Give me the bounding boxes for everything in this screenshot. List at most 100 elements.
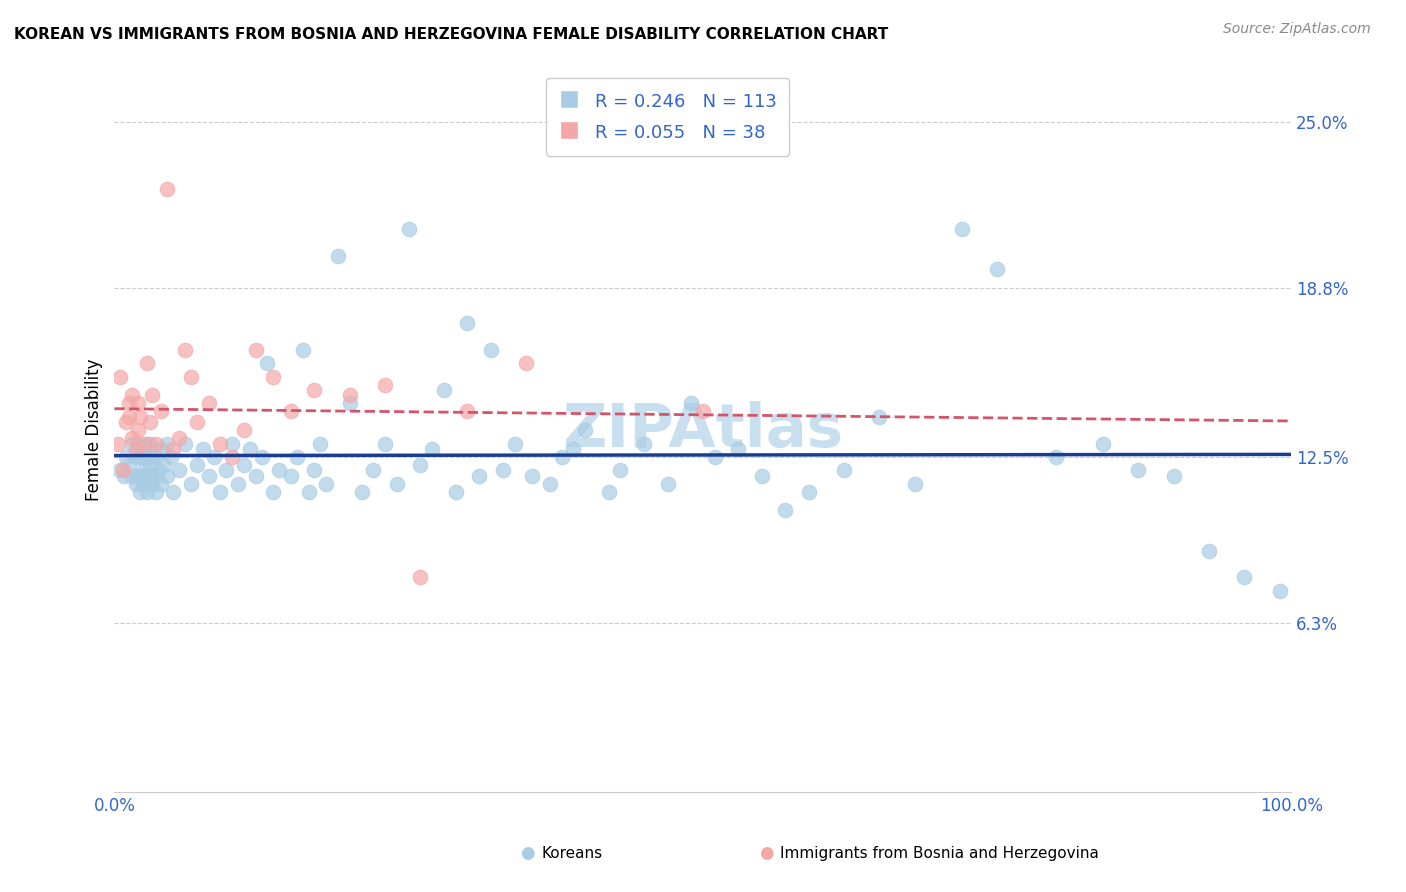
Point xyxy=(468,468,491,483)
Point xyxy=(232,458,254,472)
Point xyxy=(456,404,478,418)
Point xyxy=(262,369,284,384)
Point xyxy=(127,436,149,450)
Point xyxy=(503,436,526,450)
Point xyxy=(111,463,134,477)
Point xyxy=(121,431,143,445)
Point xyxy=(420,442,443,456)
Point xyxy=(153,458,176,472)
Point xyxy=(117,396,139,410)
Point xyxy=(160,450,183,464)
Point xyxy=(239,442,262,456)
Point xyxy=(703,450,725,464)
Point xyxy=(215,463,238,477)
Point xyxy=(115,415,138,429)
Point xyxy=(180,369,202,384)
Point xyxy=(129,450,152,464)
Point xyxy=(162,484,184,499)
Point xyxy=(156,182,179,196)
Point xyxy=(136,436,159,450)
Point xyxy=(174,343,197,357)
Point xyxy=(141,450,163,464)
Point xyxy=(132,476,155,491)
Point xyxy=(141,388,163,402)
Point xyxy=(727,442,749,456)
Point xyxy=(256,356,278,370)
Point xyxy=(127,468,149,483)
Point xyxy=(492,463,515,477)
Point xyxy=(681,396,703,410)
Point xyxy=(110,463,132,477)
Point xyxy=(129,484,152,499)
Point xyxy=(124,476,146,491)
Point xyxy=(868,409,890,424)
Point xyxy=(107,436,129,450)
Point xyxy=(326,249,349,263)
Text: ●: ● xyxy=(520,844,534,862)
Text: KOREAN VS IMMIGRANTS FROM BOSNIA AND HERZEGOVINA FEMALE DISABILITY CORRELATION C: KOREAN VS IMMIGRANTS FROM BOSNIA AND HER… xyxy=(14,27,889,42)
Point xyxy=(145,468,167,483)
Point xyxy=(180,476,202,491)
Point xyxy=(374,436,396,450)
Point xyxy=(121,436,143,450)
Point xyxy=(136,356,159,370)
Legend: R = 0.246   N = 113, R = 0.055   N = 38: R = 0.246 N = 113, R = 0.055 N = 38 xyxy=(546,78,789,156)
Point xyxy=(150,404,173,418)
Point xyxy=(174,436,197,450)
Point xyxy=(797,484,820,499)
Point xyxy=(150,476,173,491)
Point xyxy=(132,436,155,450)
Point xyxy=(150,442,173,456)
Point xyxy=(280,404,302,418)
Point xyxy=(156,436,179,450)
Point xyxy=(121,468,143,483)
Point xyxy=(350,484,373,499)
Point xyxy=(245,343,267,357)
Point xyxy=(148,463,170,477)
Text: Immigrants from Bosnia and Herzegovina: Immigrants from Bosnia and Herzegovina xyxy=(780,847,1099,861)
Point xyxy=(409,570,432,584)
Point xyxy=(124,442,146,456)
Point xyxy=(550,450,572,464)
Point xyxy=(444,484,467,499)
Point xyxy=(132,463,155,477)
Text: ●: ● xyxy=(759,844,773,862)
Point xyxy=(562,442,585,456)
Y-axis label: Female Disability: Female Disability xyxy=(86,359,103,501)
Point xyxy=(950,222,973,236)
Point xyxy=(304,463,326,477)
Point xyxy=(479,343,502,357)
Point xyxy=(285,450,308,464)
Point xyxy=(138,458,160,472)
Point xyxy=(574,423,596,437)
Point xyxy=(204,450,226,464)
Point xyxy=(232,423,254,437)
Point xyxy=(124,450,146,464)
Text: ZIPAtlas: ZIPAtlas xyxy=(562,401,844,459)
Point xyxy=(1233,570,1256,584)
Point xyxy=(186,458,208,472)
Point xyxy=(129,468,152,483)
Point xyxy=(221,436,243,450)
Point xyxy=(197,468,219,483)
Point xyxy=(226,476,249,491)
Point xyxy=(692,404,714,418)
Point xyxy=(167,463,190,477)
Point xyxy=(398,222,420,236)
Point xyxy=(186,415,208,429)
Point xyxy=(1163,468,1185,483)
Point xyxy=(832,463,855,477)
Point xyxy=(374,377,396,392)
Point xyxy=(657,476,679,491)
Point xyxy=(904,476,927,491)
Point xyxy=(132,468,155,483)
Point xyxy=(145,484,167,499)
Point xyxy=(250,450,273,464)
Point xyxy=(339,396,361,410)
Point xyxy=(433,383,456,397)
Point xyxy=(363,463,385,477)
Point xyxy=(145,450,167,464)
Point xyxy=(315,476,337,491)
Point xyxy=(132,450,155,464)
Point xyxy=(197,396,219,410)
